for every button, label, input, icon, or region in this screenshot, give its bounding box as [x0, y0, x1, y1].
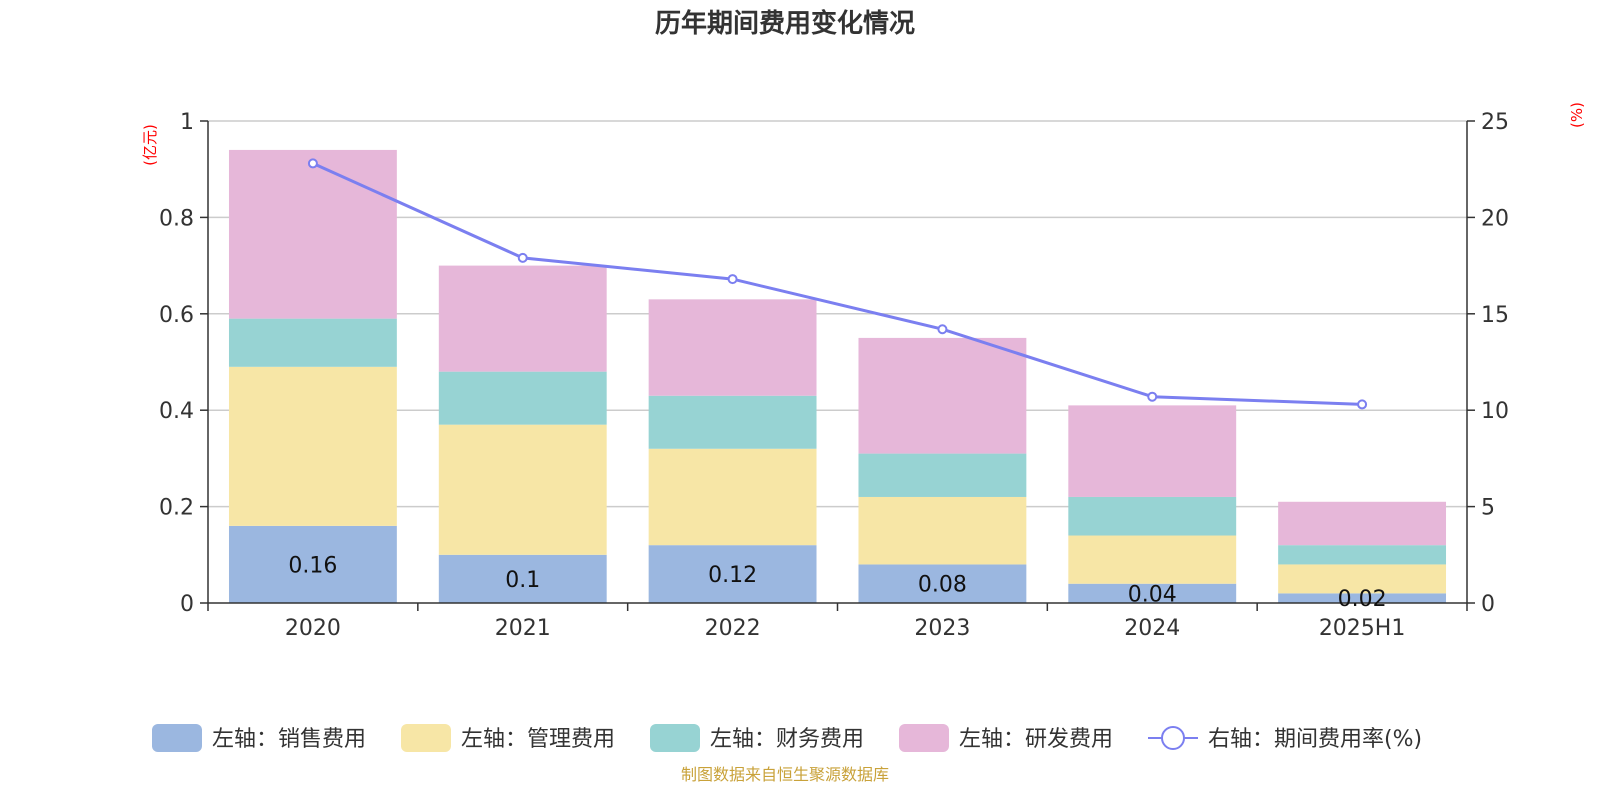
legend-label: 左轴：管理费用 — [461, 727, 615, 752]
bar-segment — [858, 496, 1027, 565]
bar-segment — [1068, 535, 1237, 584]
bar-segment — [858, 564, 1027, 603]
legend-item: 左轴：销售费用 — [152, 724, 366, 752]
legend-label: 左轴：研发费用 — [959, 727, 1113, 752]
legend: 左轴：销售费用 左轴：管理费用 左轴：财务费用 左轴：研发费用 右轴：期间费用率(%) — [152, 724, 1422, 752]
legend-label: 左轴：销售费用 — [212, 727, 366, 752]
rate-point — [307, 158, 318, 169]
legend-swatch — [650, 724, 700, 752]
axes: 0 0 0.2 5 0.4 10 0.6 15 0.8 20 1 25 2020 2021 2022 2023… — [159, 110, 1509, 641]
x-tick-label: 2020 — [285, 616, 341, 641]
bar-segment — [438, 265, 607, 372]
x-tick-label: 2025H1 — [1319, 616, 1406, 641]
rate-point — [1357, 399, 1368, 410]
bar-segment — [648, 448, 817, 546]
legend-label: 左轴：财务费用 — [710, 727, 864, 752]
bar-segment — [858, 337, 1027, 454]
y-right-tick-label: 20 — [1481, 206, 1509, 231]
y-left-tick-label: 0.4 — [159, 399, 194, 424]
x-tick-label: 2021 — [495, 616, 551, 641]
bar-segment — [1068, 405, 1237, 497]
legend-item: 左轴：财务费用 — [650, 724, 864, 752]
legend-swatch — [401, 724, 451, 752]
bar-data-label: 0.12 — [708, 563, 757, 588]
y-left-tick-label: 0.2 — [159, 496, 194, 521]
legend-item: 左轴：管理费用 — [401, 724, 615, 752]
bars — [228, 149, 1447, 603]
y-left-tick-label: 0 — [180, 592, 194, 617]
bar-segment — [438, 371, 607, 425]
bar-segment — [438, 424, 607, 555]
y-right-tick-label: 15 — [1481, 303, 1509, 328]
bar-data-label: 0.1 — [505, 568, 540, 593]
bar-segment — [1278, 501, 1447, 546]
y-left-tick-label: 1 — [180, 110, 194, 135]
bar-segment — [228, 149, 397, 319]
bar-segment — [1068, 583, 1237, 603]
bar-data-label: 0.02 — [1338, 587, 1387, 612]
y-right-tick-label: 10 — [1481, 399, 1509, 424]
left-axis-unit: (亿元) — [141, 124, 159, 166]
rate-line — [312, 162, 1363, 406]
bar-segment — [228, 318, 397, 367]
source-note: 制图数据来自恒生聚源数据库 — [681, 765, 889, 784]
y-left-tick-label: 0.8 — [159, 206, 194, 231]
bar-segment — [438, 554, 607, 603]
legend-label: 右轴：期间费用率(%) — [1208, 727, 1422, 752]
rate-line-series — [307, 158, 1368, 410]
x-tick-label: 2022 — [705, 616, 761, 641]
rate-point — [727, 274, 738, 285]
rate-point — [1147, 391, 1158, 402]
legend-item: 左轴：研发费用 — [899, 724, 1113, 752]
legend-marker-swatch — [1161, 726, 1185, 750]
bar-segment — [228, 525, 397, 603]
rate-point — [937, 324, 948, 335]
chart-title: 历年期间费用变化情况 — [655, 8, 915, 39]
bar-segment — [648, 299, 817, 396]
bar-data-label: 0.04 — [1128, 582, 1177, 607]
y-right-tick-label: 25 — [1481, 110, 1509, 135]
legend-item: 右轴：期间费用率(%) — [1148, 726, 1422, 752]
rate-point — [517, 252, 528, 263]
bar-segment — [1068, 496, 1237, 536]
legend-swatch — [152, 724, 202, 752]
bar-segment — [1278, 545, 1447, 565]
x-tick-label: 2023 — [914, 616, 970, 641]
bar-segment — [1278, 564, 1447, 594]
bar-segment — [858, 453, 1027, 497]
legend-swatch — [899, 724, 949, 752]
y-right-tick-label: 5 — [1481, 496, 1495, 521]
bar-data-label: 0.16 — [288, 553, 337, 578]
bar-data-label: 0.08 — [918, 573, 967, 598]
y-right-tick-label: 0 — [1481, 592, 1495, 617]
grid-lines — [208, 120, 1467, 508]
right-axis-unit: (%) — [1568, 102, 1586, 128]
bar-segment — [1278, 593, 1447, 603]
bar-segment — [228, 366, 397, 526]
data-labels: 0.16 0.1 0.12 0.08 0.04 0.02 — [288, 553, 1386, 612]
y-left-tick-label: 0.6 — [159, 303, 194, 328]
bar-segment — [648, 395, 817, 449]
bar-segment — [648, 545, 817, 603]
x-tick-label: 2024 — [1124, 616, 1180, 641]
